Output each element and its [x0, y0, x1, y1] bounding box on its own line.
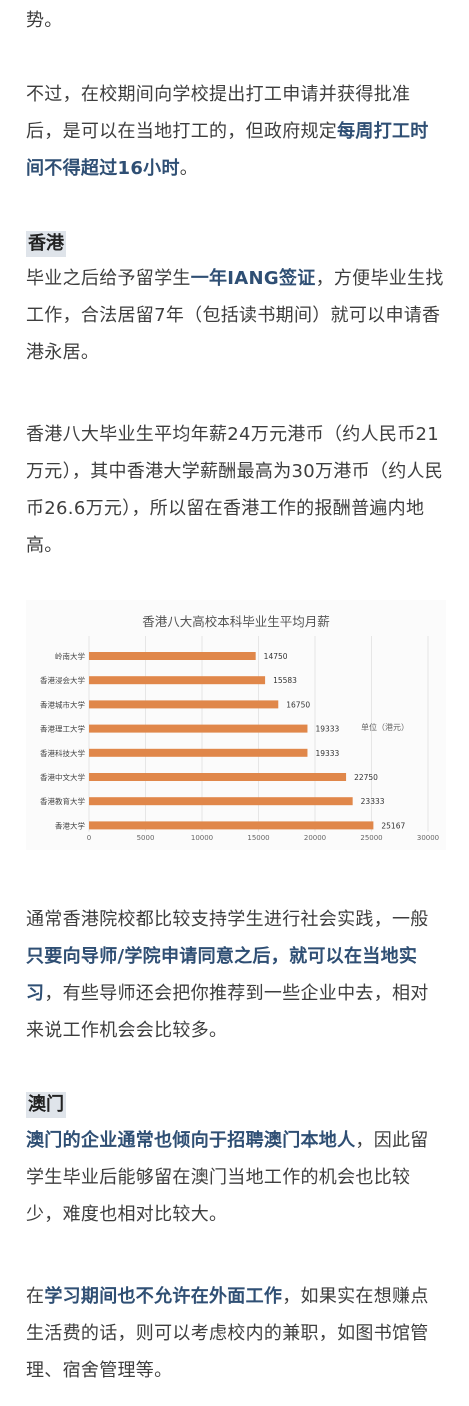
category-label: 香港教育大学: [40, 796, 85, 806]
category-label: 香港科技大学: [40, 748, 85, 758]
value-label: 16750: [286, 700, 310, 709]
heading-hongkong: 香港: [26, 231, 66, 257]
category-label: 香港理工大学: [40, 724, 85, 734]
value-label: 15583: [273, 676, 297, 685]
paragraph-hk-internship: 通常香港院校都比较支持学生进行社会实践，一般只要向导师/学院申请同意之后，就可以…: [26, 909, 429, 1041]
x-tick-label: 5000: [137, 834, 155, 842]
bar: [89, 821, 374, 830]
x-tick-label: 0: [87, 834, 91, 842]
value-label: 23333: [361, 797, 385, 806]
value-label: 14750: [264, 652, 288, 661]
category-label: 香港浸会大学: [40, 675, 85, 685]
x-tick-label: 20000: [304, 834, 326, 842]
x-tick-label: 25000: [360, 834, 382, 842]
value-label: 22750: [354, 773, 378, 782]
salary-bar-chart: 香港八大高校本科毕业生平均月薪 0 5000 10000 15000 20000 25000…: [40, 614, 439, 842]
value-label: 25167: [381, 821, 405, 830]
bar: [89, 700, 279, 709]
category-label: 香港城市大学: [40, 699, 85, 709]
paragraph-macau-study-work: 在学习期间也不允许在外面工作，如果实在想赚点生活费的话，则可以考虑校内的兼职，如…: [26, 1286, 429, 1381]
paragraph-hk-visa: 毕业之后给予留学生一年IANG签证，方便毕业生找工作，合法居留7年（包括读书期间…: [26, 268, 444, 363]
bar: [89, 748, 308, 757]
bar: [89, 676, 266, 685]
value-label: 19333: [315, 749, 339, 758]
bar: [89, 652, 256, 660]
category-label: 香港中文大学: [40, 772, 85, 782]
bar: [89, 724, 308, 733]
category-label: 岭南大学: [55, 651, 85, 661]
salary-chart: 香港八大高校本科毕业生平均月薪 0 5000 10000 15000 20000 25000…: [26, 600, 446, 850]
unit-label: 单位（港元）: [361, 722, 409, 732]
x-tick-label: 10000: [191, 834, 213, 842]
heading-macau: 澳门: [26, 1092, 66, 1118]
paragraph-macau-jobs: 澳门的企业通常也倾向于招聘澳门本地人，因此留学生毕业后能够留在澳门当地工作的机会…: [26, 1130, 429, 1225]
x-tick-label: 30000: [417, 834, 439, 842]
paragraph-intro-end: 势。: [26, 10, 63, 31]
category-label: 香港大学: [55, 820, 85, 830]
x-tick-label: 15000: [247, 834, 269, 842]
bar: [89, 773, 347, 781]
chart-title: 香港八大高校本科毕业生平均月薪: [142, 614, 330, 629]
bar: [89, 797, 353, 806]
value-label: 19333: [315, 725, 339, 734]
paragraph-work-rule: 不过，在校期间向学校提出打工申请并获得批准后，是可以在当地打工的，但政府规定每周…: [26, 84, 429, 179]
paragraph-hk-salary: 香港八大毕业生平均年薪24万元港币（约人民币21万元），其中香港大学薪酬最高为3…: [26, 424, 444, 556]
